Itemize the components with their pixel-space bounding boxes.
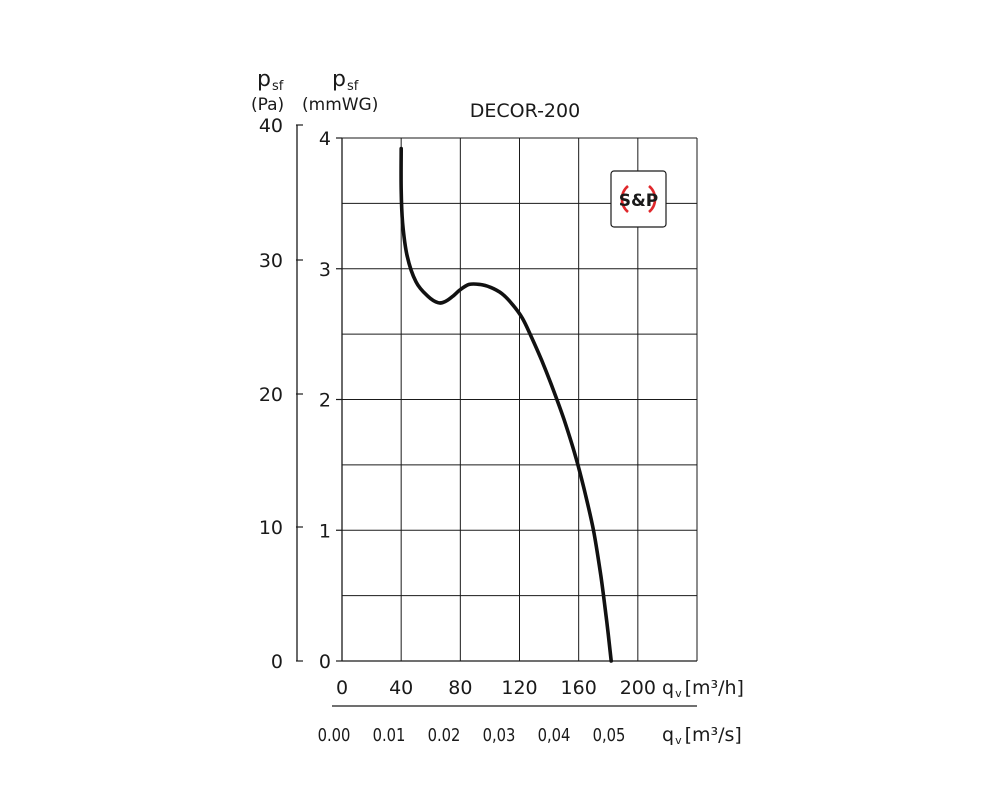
sp-logo: S&P	[610, 170, 667, 228]
x-primary-tick-label: 160	[561, 677, 597, 699]
y-inner-tick-label: 1	[319, 520, 331, 542]
y-inner-tick-label: 3	[319, 259, 331, 281]
x-primary-label: qv [m³/h]	[662, 677, 744, 700]
x-secondary-label: qv [m³/s]	[662, 724, 742, 747]
x-primary-tick-label: 120	[501, 677, 537, 699]
axes	[296, 124, 697, 707]
x-primary-tick-label: 80	[448, 677, 472, 699]
logo-right-arc	[648, 185, 657, 213]
x-secondary-tick-label: 0.01	[373, 725, 406, 746]
logo-left-arc	[620, 185, 629, 213]
x-secondary-tick-label: 0.00	[318, 725, 351, 746]
x-secondary-tick-label: 0,05	[593, 725, 626, 746]
logo-text: S&P	[619, 191, 659, 211]
y-outer-tick-label: 20	[259, 384, 283, 406]
y-outer-tick-label: 40	[259, 115, 283, 137]
y-outer-tick-label: 10	[259, 517, 283, 539]
x-secondary-tick-label: 0,04	[538, 725, 571, 746]
series-curves	[399, 146, 613, 663]
fan-curve-line	[399, 146, 613, 663]
x-primary-tick-label: 0	[336, 677, 348, 699]
y-inner-tick-label: 2	[319, 390, 331, 412]
x-secondary-tick-label: 0,03	[483, 725, 516, 746]
y-inner-symbol: psf	[332, 67, 359, 94]
x-primary-tick-label: 40	[389, 677, 413, 699]
x-primary-tick-label: 200	[620, 677, 656, 699]
x-secondary-tick-label: 0.02	[428, 725, 461, 746]
y-inner-tick-label: 4	[319, 128, 331, 150]
y-outer-tick-label: 30	[259, 250, 283, 272]
chart-title: DECOR-200	[470, 100, 580, 122]
y-outer-tick-label: 0	[271, 651, 283, 673]
y-inner-tick-label: 0	[319, 651, 331, 673]
y-outer-unit: (Pa)	[251, 95, 284, 115]
y-outer-symbol: psf	[257, 67, 284, 94]
y-inner-unit: (mmWG)	[302, 95, 378, 115]
